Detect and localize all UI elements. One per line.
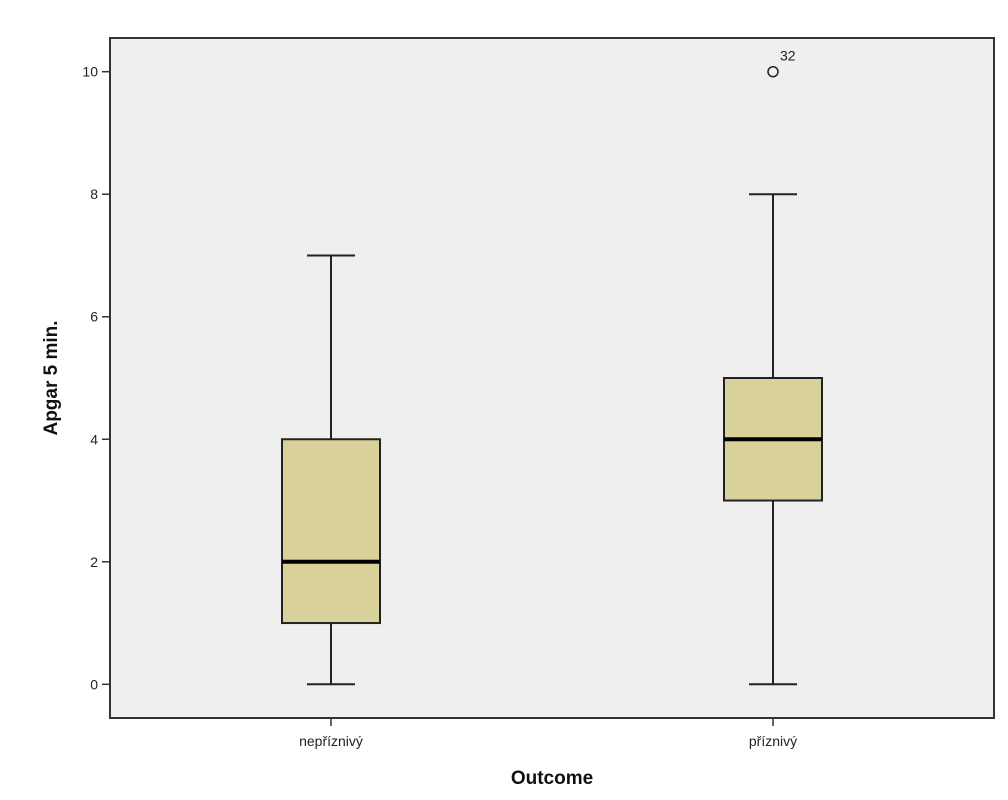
box-group: [281, 254, 381, 686]
y-tick-label: 10: [82, 64, 98, 80]
x-axis: nepříznivý příznivý: [299, 718, 797, 749]
x-tick-label: nepříznivý: [299, 733, 363, 749]
boxes: 32: [281, 48, 823, 686]
plot-area: [109, 37, 995, 719]
y-tick-label: 8: [90, 186, 98, 202]
x-axis-title: Outcome: [511, 768, 593, 789]
x-tick-label: příznivý: [749, 733, 797, 749]
y-axis: 0 2 4 6 8 10: [82, 64, 110, 692]
y-tick-label: 0: [90, 676, 98, 692]
y-tick-label: 6: [90, 309, 98, 325]
box: [281, 438, 381, 625]
y-tick-label: 2: [90, 554, 98, 570]
outlier-point: [767, 65, 779, 78]
outlier-label: 32: [780, 48, 796, 64]
y-tick-label: 4: [90, 431, 98, 447]
box-group: 32: [723, 48, 823, 686]
y-axis-title: Apgar 5 min.: [41, 320, 62, 435]
